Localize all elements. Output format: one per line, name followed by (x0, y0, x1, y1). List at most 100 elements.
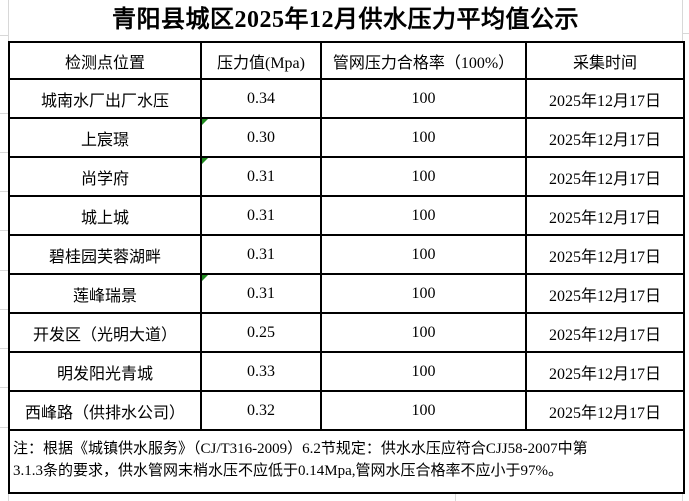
cell-text: 0.31 (247, 284, 275, 302)
page-title: 青阳县城区2025年12月供水压力平均值公示 (112, 7, 579, 33)
cell-pass-rate: 100 (320, 312, 527, 353)
sheet-gridline (0, 309, 8, 310)
cell-text: 2025年12月17日 (548, 131, 661, 149)
cell-pressure: 0.30 (200, 117, 322, 158)
cell-collect-time: 2025年12月17日 (525, 273, 685, 314)
table-row: 莲峰瑞景 0.31 100 2025年12月17日 (8, 273, 685, 314)
table-row: 碧桂园芙蓉湖畔 0.31 100 2025年12月17日 (8, 234, 685, 275)
error-flag-triangle-icon (203, 120, 208, 125)
sheet-gridline (682, 494, 683, 501)
note-line-2: 3.1.3条的要求，供水管网末梢水压不应低于0.14Mpa,管网水压合格率不应小… (13, 463, 563, 479)
error-flag-triangle-icon (203, 276, 208, 281)
sheet-gridline (0, 348, 8, 349)
sheet-gridline (0, 113, 8, 114)
cell-text: 100 (411, 401, 436, 419)
cell-location: 西峰路（供排水公司） (8, 390, 202, 431)
cell-text: 100 (411, 167, 436, 185)
cell-text: 城上城 (80, 209, 129, 227)
cell-pass-rate: 100 (320, 156, 527, 197)
sheet-gridline (0, 230, 8, 231)
table-row: 上宸璟 0.30 100 2025年12月17日 (8, 117, 685, 158)
cell-text: 100 (411, 245, 436, 263)
monitoring-table: 检测点位置 压力值(Mpa) 管网压力合格率（100%） 采集时间 城南水厂出厂水压 0… (8, 41, 685, 494)
cell-text: 明发阳光青城 (56, 365, 153, 383)
sheet-gridline (0, 191, 8, 192)
note-cell: 注：根据《城镇供水服务》（CJ/T316-2009）6.2节规定：供水水压应符合… (8, 429, 685, 494)
cell-text: 100 (411, 362, 436, 380)
cell-collect-time: 2025年12月17日 (525, 117, 685, 158)
cell-text: 莲峰瑞景 (72, 287, 137, 305)
table-row: 城南水厂出厂水压 0.34 100 2025年12月17日 (8, 78, 685, 119)
cell-text: 西峰路（供排水公司） (24, 404, 185, 422)
sheet-gridline (0, 427, 8, 428)
cell-text: 开发区（光明大道） (32, 326, 177, 344)
cell-pressure: 0.33 (200, 351, 322, 392)
cell-text: 尚学府 (80, 170, 129, 188)
cell-pressure: 0.31 (200, 234, 322, 275)
cell-pressure: 0.31 (200, 195, 322, 236)
cell-location: 碧桂园芙蓉湖畔 (8, 234, 202, 275)
cell-collect-time: 2025年12月17日 (525, 156, 685, 197)
table-row: 明发阳光青城 0.33 100 2025年12月17日 (8, 351, 685, 392)
cell-collect-time: 2025年12月17日 (525, 312, 685, 353)
cell-text: 100 (411, 323, 436, 341)
cell-pass-rate: 100 (320, 78, 527, 119)
cell-collect-time: 2025年12月17日 (525, 234, 685, 275)
cell-text: 上宸璟 (80, 131, 129, 149)
sheet-gridline (0, 152, 8, 153)
cell-pass-rate: 100 (320, 234, 527, 275)
cell-text: 0.32 (247, 401, 275, 419)
cell-pass-rate: 100 (320, 117, 527, 158)
cell-text: 0.25 (247, 323, 275, 341)
cell-text: 2025年12月17日 (548, 170, 661, 188)
cell-text: 100 (411, 128, 436, 146)
sheet-gridline (682, 0, 683, 41)
cell-text: 2025年12月17日 (548, 326, 661, 344)
cell-pressure: 0.32 (200, 390, 322, 431)
table-row: 西峰路（供排水公司） 0.32 100 2025年12月17日 (8, 390, 685, 431)
cell-collect-time: 2025年12月17日 (525, 78, 685, 119)
sheet-gridline (0, 387, 8, 388)
error-flag-triangle-icon (203, 159, 208, 164)
cell-collect-time: 2025年12月17日 (525, 195, 685, 236)
cell-text: 100 (411, 89, 436, 107)
cell-pass-rate: 100 (320, 351, 527, 392)
cell-collect-time: 2025年12月17日 (525, 351, 685, 392)
cell-text: 碧桂园芙蓉湖畔 (48, 248, 161, 266)
cell-text: 0.30 (247, 128, 275, 146)
cell-text: 2025年12月17日 (548, 404, 661, 422)
sheet-gridline (683, 33, 689, 34)
cell-pass-rate: 100 (320, 390, 527, 431)
sheet-gridline (455, 494, 456, 501)
cell-collect-time: 2025年12月17日 (525, 390, 685, 431)
sheet-gridline (0, 35, 8, 36)
cell-location: 尚学府 (8, 156, 202, 197)
header-cell-pass-rate: 管网压力合格率（100%） (320, 41, 527, 80)
cell-text: 0.34 (247, 89, 275, 107)
sheet-gridline (8, 0, 9, 41)
table-body: 城南水厂出厂水压 0.34 100 2025年12月17日 上宸璟 0.30 100 2025… (8, 78, 685, 431)
header-cell-location: 检测点位置 (8, 41, 202, 80)
cell-location: 明发阳光青城 (8, 351, 202, 392)
cell-text: 2025年12月17日 (548, 287, 661, 305)
table-row: 开发区（光明大道） 0.25 100 2025年12月17日 (8, 312, 685, 353)
cell-location: 开发区（光明大道） (8, 312, 202, 353)
cell-pressure: 0.34 (200, 78, 322, 119)
table-row: 城上城 0.31 100 2025年12月17日 (8, 195, 685, 236)
cell-text: 2025年12月17日 (548, 365, 661, 383)
header-cell-collect-time: 采集时间 (525, 41, 685, 80)
sheet-gridline (0, 270, 8, 271)
cell-text: 城南水厂出厂水压 (40, 92, 169, 110)
header-row: 检测点位置 压力值(Mpa) 管网压力合格率（100%） 采集时间 (8, 41, 685, 80)
cell-text: 2025年12月17日 (548, 92, 661, 110)
cell-text: 2025年12月17日 (548, 248, 661, 266)
cell-text: 0.33 (247, 362, 275, 380)
cell-text: 0.31 (247, 167, 275, 185)
cell-location: 城上城 (8, 195, 202, 236)
note-line-1: 注：根据《城镇供水服务》（CJ/T316-2009）6.2节规定：供水水压应符合… (13, 441, 588, 457)
cell-text: 2025年12月17日 (548, 209, 661, 227)
table-row: 尚学府 0.31 100 2025年12月17日 (8, 156, 685, 197)
cell-text: 100 (411, 206, 436, 224)
cell-pass-rate: 100 (320, 273, 527, 314)
cell-text: 0.31 (247, 245, 275, 263)
